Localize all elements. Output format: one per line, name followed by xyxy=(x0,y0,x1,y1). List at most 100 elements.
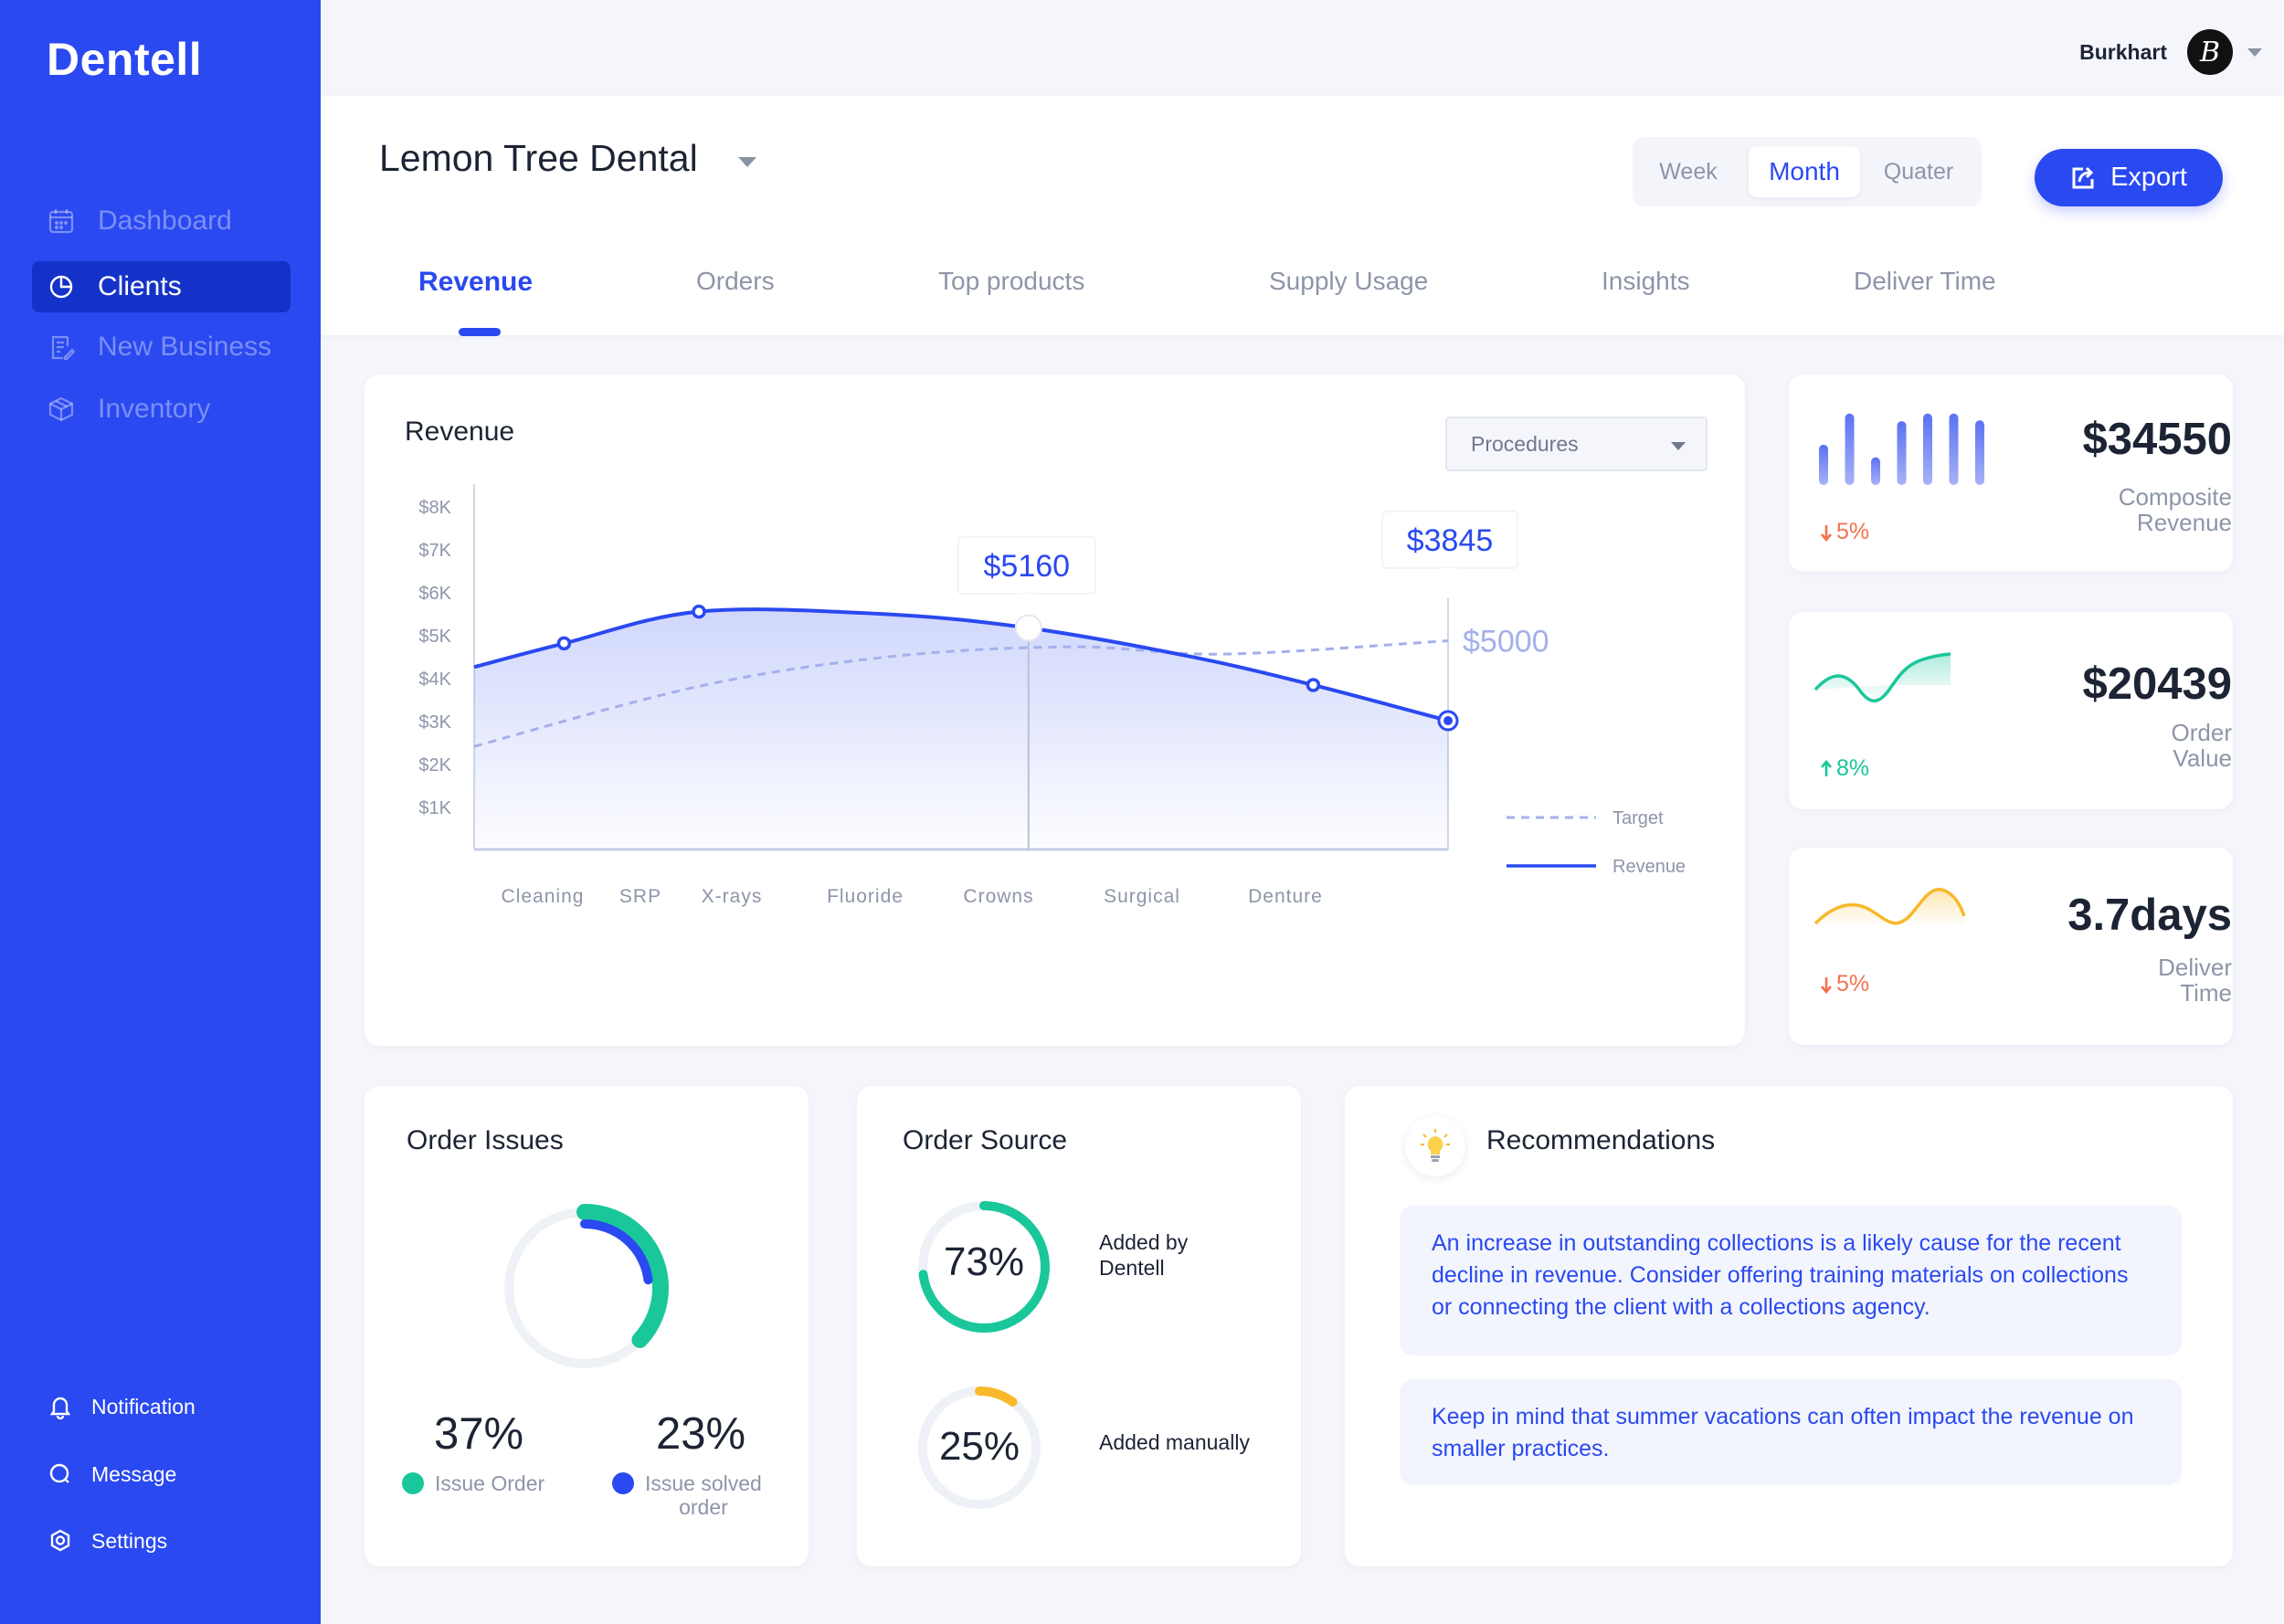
tab-top-products[interactable]: Top products xyxy=(938,267,1085,295)
box-icon xyxy=(47,395,76,424)
tab-insights[interactable]: Insights xyxy=(1602,267,1690,295)
target-callout-label: $5000 xyxy=(1463,625,1549,659)
period-selector: Week Month Quater xyxy=(1633,137,1982,206)
order-source-title: Order Source xyxy=(903,1125,1068,1155)
sidebar-item-inventory[interactable]: Inventory xyxy=(32,384,291,435)
kpi-value: 3.7days xyxy=(2067,891,2232,940)
legend-label: Issue Order xyxy=(435,1471,545,1495)
sidebar-item-notification[interactable]: Notification xyxy=(46,1392,196,1421)
kpi-change-value: 8% xyxy=(1836,755,1870,781)
procedures-select[interactable]: Procedures xyxy=(1445,417,1708,471)
x-tick-label: Cleaning xyxy=(502,886,585,907)
sidebar-item-new-business[interactable]: New Business xyxy=(32,322,291,373)
ring-segment-issue-solved xyxy=(516,1219,653,1356)
sidebar-item-label: New Business xyxy=(98,332,272,362)
sparkline-area xyxy=(1815,889,1964,927)
sparkline-bar xyxy=(1897,421,1907,485)
revenue-chart: $8K $7K $6K $5K $4K $3K $2K $1K Cleaning SRP X-ray… xyxy=(418,484,1686,907)
sidebar-item-label: Settings xyxy=(91,1528,168,1553)
x-tick-label: SRP xyxy=(619,886,661,907)
arrow-down-icon xyxy=(1821,524,1832,542)
kpi-card-order-value[interactable] xyxy=(1789,612,2233,809)
user-name: Burkhart xyxy=(2079,39,2167,64)
x-tick-label: Crowns xyxy=(963,886,1033,907)
kpi-label-line: Order xyxy=(2171,719,2232,746)
brand-logo[interactable]: Dentell xyxy=(47,34,203,85)
legend-target-label: Target xyxy=(1613,808,1664,828)
callout-label: $3845 xyxy=(1407,523,1494,558)
chevron-down-icon[interactable] xyxy=(2247,47,2262,57)
kpi-label-line: Value xyxy=(2173,744,2232,772)
callout-label: $5160 xyxy=(984,549,1071,584)
calendar-icon xyxy=(47,206,76,236)
avatar[interactable]: B xyxy=(2187,29,2233,75)
kpi-change-value: 5% xyxy=(1836,971,1870,997)
tab-indicator xyxy=(459,328,501,336)
legend-issue-order: Issue Order xyxy=(402,1471,545,1495)
x-tick-label: Fluoride xyxy=(827,886,904,907)
sidebar-item-message[interactable]: Message xyxy=(46,1460,176,1489)
period-week[interactable]: Week xyxy=(1659,158,1718,185)
sparkline-bar xyxy=(1819,444,1828,485)
dentell-label-line: Dentell xyxy=(1099,1256,1165,1280)
recommendation-item: Keep in mind that summer vacations can o… xyxy=(1400,1379,2182,1485)
issue-order-pct: 37% xyxy=(434,1409,524,1459)
ring-segment-dentell xyxy=(918,1201,1050,1333)
arrow-up-icon xyxy=(1821,759,1832,776)
export-button[interactable]: Export xyxy=(2035,149,2223,206)
tab-revenue[interactable]: Revenue xyxy=(418,267,534,297)
sparkline-bar xyxy=(1975,420,1984,485)
tab-deliver-time[interactable]: Deliver Time xyxy=(1854,267,1996,295)
sidebar-item-dashboard[interactable]: Dashboard xyxy=(32,195,291,247)
kpi-value: $20439 xyxy=(2082,659,2232,709)
kpi-label: Deliver Time xyxy=(2049,954,2232,1006)
legend-dot xyxy=(612,1472,634,1494)
header-panel xyxy=(321,96,2284,335)
data-point xyxy=(1306,678,1321,692)
lightbulb-glyph xyxy=(1421,1129,1450,1162)
ring-segment-manual xyxy=(918,1387,1041,1509)
dentell-label: Added by Dentell xyxy=(1099,1229,1188,1281)
legend-revenue-label: Revenue xyxy=(1613,857,1686,877)
x-tick-label: X-rays xyxy=(702,886,763,907)
legend-label-line: order xyxy=(679,1495,728,1519)
kpi-card-composite-revenue[interactable] xyxy=(1789,374,2233,572)
order-issues-card xyxy=(365,1086,809,1566)
tab-supply-usage[interactable]: Supply Usage xyxy=(1269,267,1429,295)
manual-pct: 25% xyxy=(938,1424,1020,1469)
message-icon xyxy=(46,1460,75,1489)
sidebar-item-clients[interactable]: Clients xyxy=(32,261,291,312)
chart-callout: $3845 xyxy=(1381,511,1518,576)
kpi-change: 5% xyxy=(1820,519,1869,545)
sparkline-bar xyxy=(1845,413,1855,485)
arrow-down-icon xyxy=(1821,976,1832,994)
user-menu[interactable]: Burkhart B xyxy=(2079,29,2262,75)
x-tick-label: Denture xyxy=(1248,886,1323,907)
chevron-down-icon[interactable] xyxy=(738,157,756,167)
order-source-card xyxy=(857,1086,1301,1566)
sidebar-item-label: Notification xyxy=(91,1394,196,1418)
kpi-card-deliver-time[interactable] xyxy=(1789,848,2233,1045)
y-tick-label: $2K xyxy=(418,755,451,775)
legend-label: Issue solved order xyxy=(645,1471,762,1519)
kpi-change: 8% xyxy=(1820,755,1869,782)
sparkline-area xyxy=(1815,654,1951,701)
revenue-area xyxy=(474,609,1448,849)
y-tick-label: $8K xyxy=(418,498,451,518)
period-month[interactable]: Month xyxy=(1749,146,1860,197)
revenue-line xyxy=(473,607,1449,722)
period-quarter[interactable]: Quater xyxy=(1883,158,1954,185)
tab-orders[interactable]: Orders xyxy=(696,267,775,295)
data-point xyxy=(556,636,572,651)
chevron-down-icon xyxy=(1671,442,1686,450)
lightbulb-icon xyxy=(1405,1116,1465,1176)
page-title[interactable]: Lemon Tree Dental xyxy=(379,137,698,179)
kpi-label: Order Value xyxy=(2049,720,2232,771)
dentell-label-line: Added by xyxy=(1099,1230,1189,1254)
sparkline-bar xyxy=(1871,457,1880,485)
hover-handle xyxy=(1014,614,1042,642)
sidebar-item-settings[interactable]: Settings xyxy=(46,1526,167,1555)
export-icon xyxy=(2070,165,2098,191)
recommendation-item: An increase in outstanding collections i… xyxy=(1400,1206,2182,1355)
dentell-pct: 73% xyxy=(943,1239,1025,1284)
